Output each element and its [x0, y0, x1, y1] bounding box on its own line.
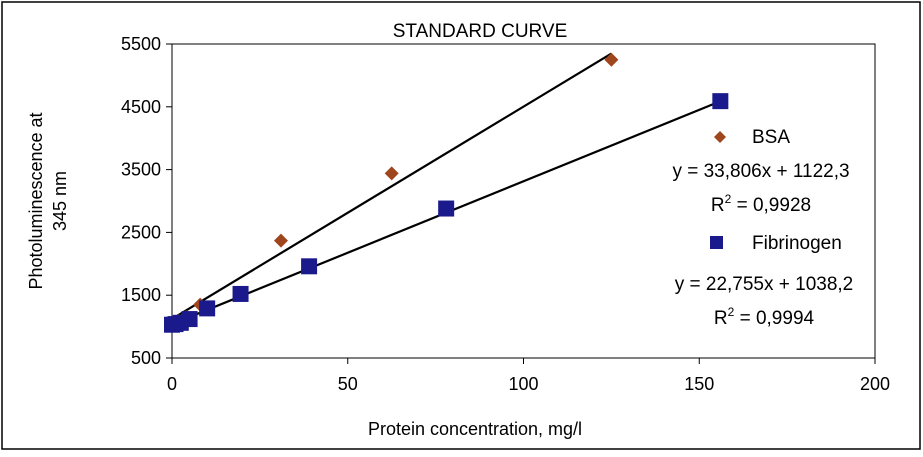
x-tick-label: 200 [860, 374, 890, 394]
bsa-r-superscript: 2 [725, 192, 732, 206]
legend: BSA y = 33,806x + 1122,3 R2 = 0,9928 Fib… [672, 127, 853, 329]
y-tick-label: 1500 [121, 285, 161, 305]
fibrinogen-r-value: = 0,9994 [734, 308, 814, 329]
chart-title: STANDARD CURVE [393, 21, 568, 42]
bsa-trendline [171, 52, 612, 320]
x-tick-label: 100 [508, 374, 538, 394]
x-tick-label: 50 [338, 374, 358, 394]
x-tick-label: 0 [167, 374, 177, 394]
legend-fibrinogen-marker [710, 236, 723, 249]
y-tick-label: 500 [131, 348, 161, 368]
bsa-r-value: = 0,9928 [731, 195, 811, 216]
fibrinogen-point [199, 300, 216, 317]
legend-bsa-marker [714, 131, 726, 143]
fibrinogen-point [181, 311, 198, 328]
legend-bsa-label: BSA [752, 127, 790, 148]
fibrinogen-point [301, 258, 318, 275]
fibrinogen-r-squared: R2 = 0,9994 [714, 305, 815, 329]
x-tick-label: 150 [684, 374, 714, 394]
bsa-r-squared: R2 = 0,9928 [711, 192, 811, 216]
fibrinogen-equation: y = 22,755x + 1038,2 [675, 274, 854, 295]
bsa-point [604, 52, 619, 67]
bsa-r-letter: R [711, 195, 725, 216]
y-tick-label: 4500 [121, 97, 161, 117]
y-axis-label-line-1: Photoluminescence at [26, 112, 46, 289]
fibrinogen-r-letter: R [714, 308, 728, 329]
y-tick-label: 5500 [121, 34, 161, 54]
fibrinogen-point [438, 200, 455, 217]
chart-border [1, 1, 921, 450]
fibrinogen-point [712, 93, 729, 110]
x-axis-label: Protein concentration, mg/l [368, 419, 582, 439]
bsa-point [384, 166, 399, 181]
y-tick-label: 3500 [121, 160, 161, 180]
y-axis-label-line-2: 345 nm [50, 171, 70, 231]
fibrinogen-point [232, 285, 249, 302]
bsa-equation: y = 33,806x + 1122,3 [672, 161, 849, 182]
fibrinogen-r-superscript: 2 [728, 305, 735, 319]
bsa-point [273, 233, 288, 248]
legend-fibrinogen-label: Fibrinogen [752, 233, 842, 254]
y-tick-label: 2500 [121, 222, 161, 242]
